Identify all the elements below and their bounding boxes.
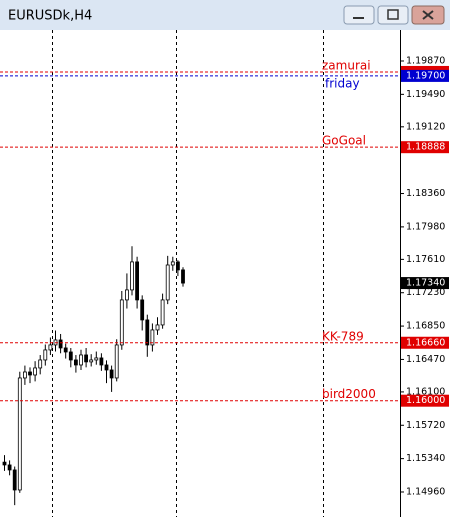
- level-price-label: 1.16000: [406, 395, 445, 406]
- candle-body: [99, 357, 104, 366]
- candle-body: [33, 367, 37, 376]
- level-price-box: [401, 141, 449, 154]
- candle-body: [17, 377, 22, 491]
- level-price-label: 1.19700: [406, 70, 445, 81]
- current-price-box: [401, 277, 449, 290]
- candle-body: [74, 359, 78, 366]
- candle-body: [130, 261, 134, 291]
- candle-body: [63, 347, 68, 353]
- candle-body: [58, 339, 63, 349]
- y-tick-label: 1.16100: [406, 386, 445, 397]
- candle-body: [104, 364, 109, 371]
- level-price-label: 1.16660: [406, 337, 445, 348]
- y-tick-label: 1.15720: [406, 420, 445, 431]
- candle-body: [181, 269, 185, 284]
- candle-body: [22, 371, 27, 379]
- y-tick-label: 1.15340: [406, 453, 445, 464]
- y-tick-label: 1.14960: [406, 486, 445, 497]
- maximize-button[interactable]: [377, 5, 409, 25]
- candle-body: [125, 289, 129, 301]
- candle-body: [170, 261, 175, 266]
- y-tick-label: 1.19120: [406, 121, 445, 132]
- candle-body: [94, 357, 99, 361]
- candle-body: [48, 344, 53, 351]
- y-tick-label: 1.18360: [406, 188, 445, 199]
- level-price-box: [401, 336, 449, 349]
- candle-body: [2, 461, 7, 466]
- candle-body: [28, 371, 32, 376]
- window-title: EURUSDk,H4: [8, 9, 92, 24]
- y-tick-label: 1.17230: [406, 287, 445, 298]
- candle-body: [38, 359, 43, 369]
- level-name: bird2000: [322, 387, 376, 401]
- y-tick-label: 1.16470: [406, 354, 445, 365]
- minimize-button[interactable]: [343, 5, 375, 25]
- y-tick-label: 1.19870: [406, 55, 445, 66]
- candle-body: [109, 369, 114, 379]
- candle-body: [155, 324, 160, 331]
- level-price-label: 1.18888: [406, 142, 445, 153]
- candle-body: [165, 264, 170, 301]
- candle-body: [150, 329, 155, 346]
- y-tick-label: 1.17980: [406, 221, 445, 232]
- candle-body: [175, 261, 180, 271]
- candle-body: [84, 354, 88, 363]
- candle-body: [145, 319, 150, 346]
- candle-body: [79, 354, 83, 366]
- level-price-box: [401, 69, 449, 82]
- candle-body: [7, 464, 12, 471]
- level-name: friday: [325, 76, 360, 90]
- chart-area: [0, 30, 450, 517]
- candle-body: [135, 261, 140, 301]
- level-price-box: [401, 394, 449, 407]
- candle-body: [89, 359, 94, 363]
- candle-body: [160, 299, 165, 326]
- level-name: GoGoal: [322, 134, 366, 148]
- current-price-label: 1.17340: [406, 278, 445, 289]
- y-tick-label: 1.19490: [406, 89, 445, 100]
- candle-body: [114, 344, 119, 379]
- candle-body: [12, 469, 17, 491]
- y-tick-label: 1.17610: [406, 254, 445, 265]
- level-name: KK-789: [322, 329, 364, 343]
- y-tick-label: 1.16850: [406, 321, 445, 332]
- close-button[interactable]: [411, 5, 445, 25]
- level-name: zamurai: [322, 58, 371, 72]
- candle-body: [140, 299, 145, 321]
- candle-body: [119, 299, 124, 346]
- candle-body: [43, 349, 48, 361]
- candle-body: [68, 351, 73, 361]
